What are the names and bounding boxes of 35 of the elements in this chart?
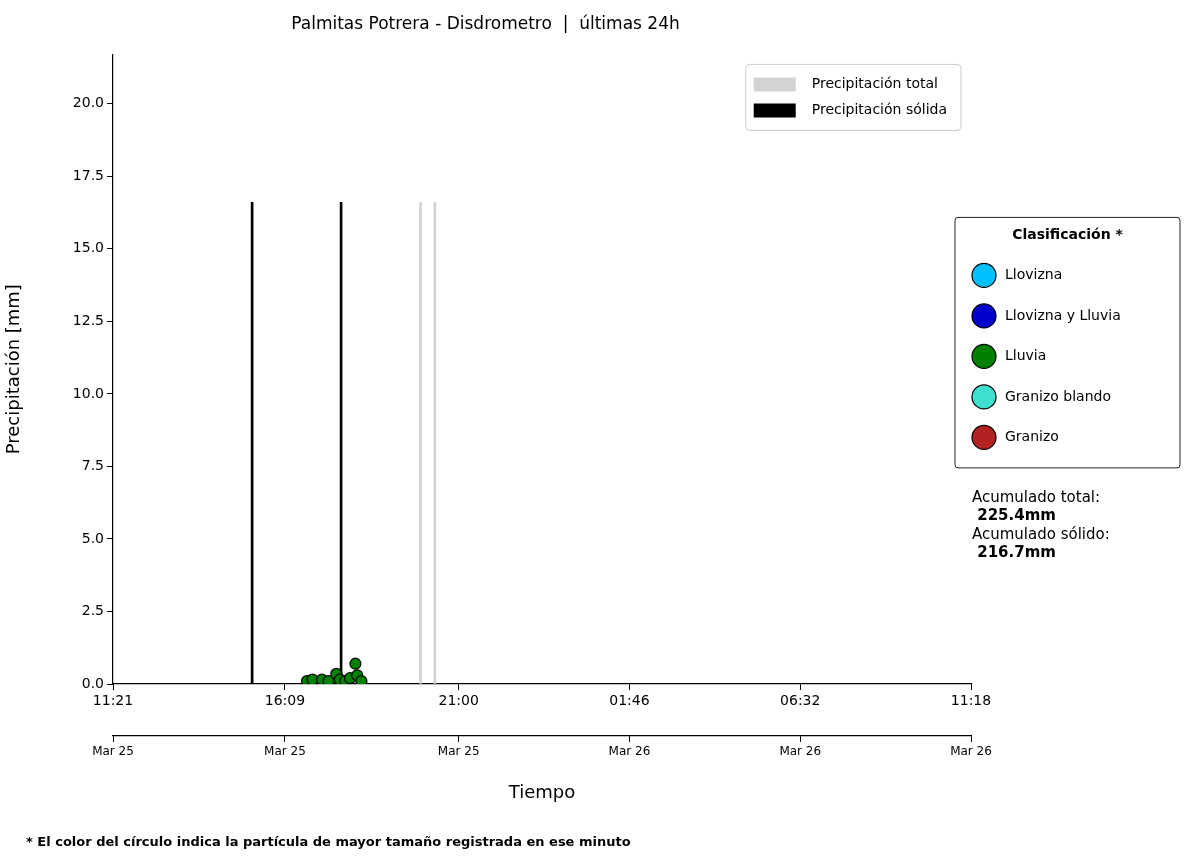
legend-label: Granizo bbox=[1005, 428, 1059, 445]
x2-tick-label: Mar 26 bbox=[950, 744, 992, 759]
legend-label: Lluvia bbox=[1005, 347, 1047, 364]
y-tick-label: 10.0 bbox=[72, 384, 104, 401]
x-tick-label: 21:00 bbox=[438, 692, 479, 709]
x2-tick-label: Mar 25 bbox=[437, 744, 480, 759]
x2-tick-label: Mar 26 bbox=[608, 744, 651, 759]
legend-label: Llovizna y Lluvia bbox=[1005, 306, 1121, 323]
y-tick-label: 0.0 bbox=[81, 674, 104, 691]
x-tick-label: 11:21 bbox=[92, 692, 134, 709]
x-tick-label: 01:46 bbox=[609, 692, 650, 709]
legend-label: Precipitación total bbox=[811, 75, 938, 92]
x2-tick-label: Mar 25 bbox=[264, 744, 306, 759]
chart-title: Palmitas Potrera - Disdrometro | últimas 24h bbox=[291, 12, 680, 33]
text: * El color del círculo indica la partícula de mayor tamaño registrada en ese minuto bbox=[26, 834, 631, 850]
y-tick-label: 15.0 bbox=[72, 239, 104, 256]
y-tick-label: 17.5 bbox=[72, 166, 104, 183]
y-tick-label: 2.5 bbox=[81, 602, 104, 619]
legend-label: Granizo blando bbox=[1005, 387, 1111, 404]
y-tick-label: 7.5 bbox=[81, 457, 104, 474]
y-tick-label: 12.5 bbox=[72, 311, 104, 328]
x-tick-label: 16:09 bbox=[264, 692, 306, 709]
x-axis-title: Tiempo bbox=[507, 780, 576, 802]
text: Acumulado total: 225.4mm bbox=[972, 487, 1101, 525]
x2-tick-label: Mar 26 bbox=[779, 744, 822, 759]
y-tick-label: 5.0 bbox=[81, 529, 104, 546]
x-tick-label: 06:32 bbox=[780, 692, 821, 709]
x2-tick-label: Mar 25 bbox=[92, 744, 134, 759]
y-tick-label: 20.0 bbox=[72, 94, 104, 111]
x-tick-label: 11:18 bbox=[950, 692, 992, 709]
text: Acumulado sólido: 216.7mm bbox=[972, 524, 1110, 562]
legend-label: Llovizna bbox=[1005, 266, 1063, 283]
y-axis-title: Precipitación [mm] bbox=[2, 284, 24, 455]
legend-title: Clasificación * bbox=[1012, 226, 1124, 243]
legend-label: Precipitación sólida bbox=[811, 101, 948, 118]
